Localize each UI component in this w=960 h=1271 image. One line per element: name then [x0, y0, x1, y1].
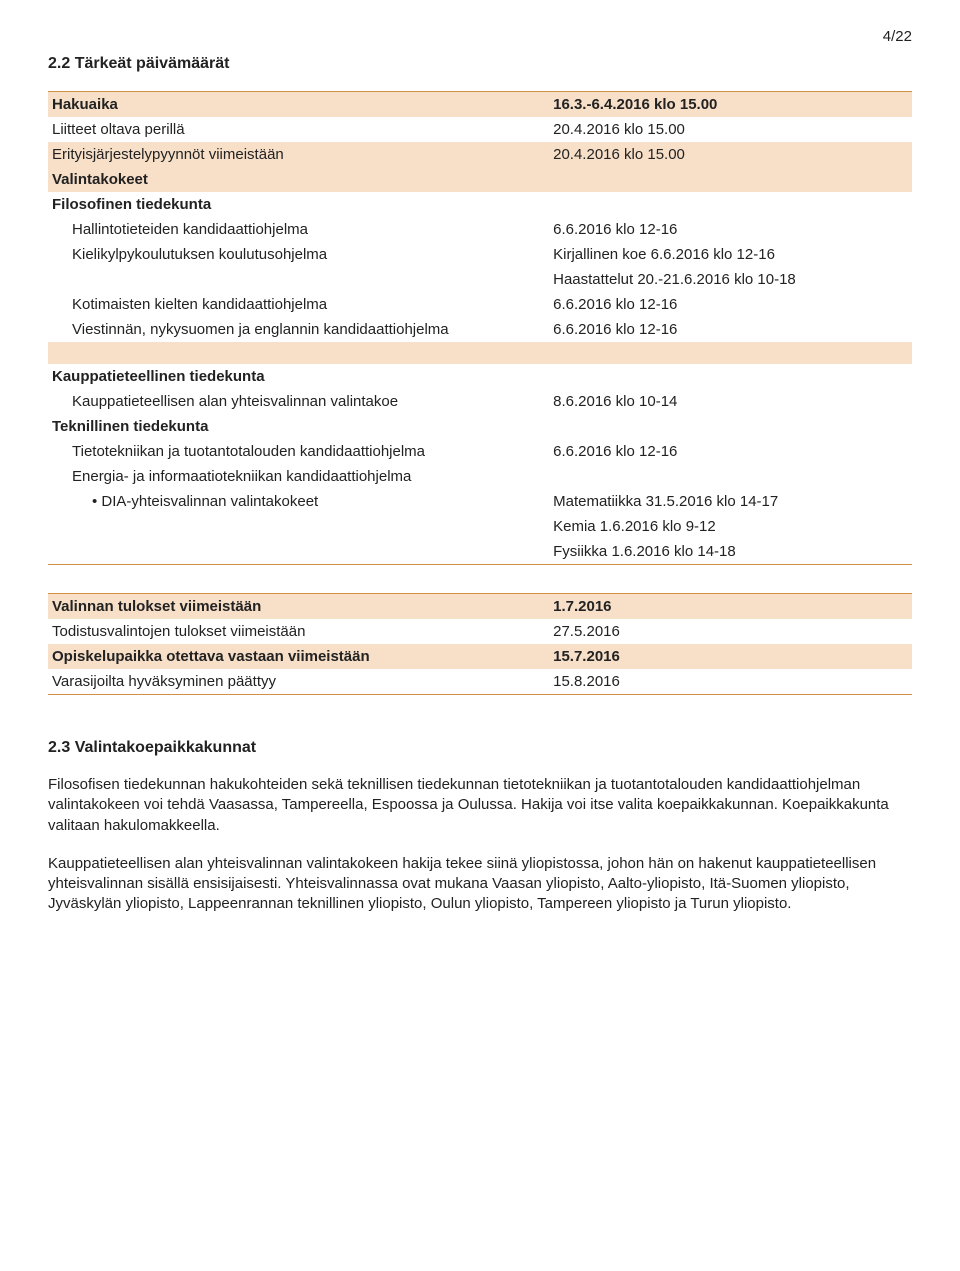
cell-right	[549, 167, 912, 192]
table-row: Liitteet oltava perillä20.4.2016 klo 15.…	[48, 117, 912, 142]
table-row: Todistusvalintojen tulokset viimeistään2…	[48, 619, 912, 644]
table-row: Filosofinen tiedekunta	[48, 192, 912, 217]
cell-right: 20.4.2016 klo 15.00	[549, 117, 912, 142]
cell-left: Viestinnän, nykysuomen ja englannin kand…	[48, 317, 549, 342]
cell-right	[549, 364, 912, 389]
table-row: Opiskelupaikka otettava vastaan viimeist…	[48, 644, 912, 669]
cell-left: Todistusvalintojen tulokset viimeistään	[48, 619, 549, 644]
table-row: Hakuaika16.3.-6.4.2016 klo 15.00	[48, 92, 912, 118]
cell-left: Valinnan tulokset viimeistään	[48, 594, 549, 620]
cell-right: 15.8.2016	[549, 669, 912, 695]
table-row: Varasijoilta hyväksyminen päättyy15.8.20…	[48, 669, 912, 695]
cell-right	[549, 192, 912, 217]
cell-left: Kauppatieteellinen tiedekunta	[48, 364, 549, 389]
table-row: Valinnan tulokset viimeistään1.7.2016	[48, 594, 912, 620]
cell-right	[549, 414, 912, 439]
cell-left: Filosofinen tiedekunta	[48, 192, 549, 217]
cell-right: 8.6.2016 klo 10-14	[549, 389, 912, 414]
table-row: Fysiikka 1.6.2016 klo 14-18	[48, 539, 912, 565]
table-row: Tietotekniikan ja tuotantotalouden kandi…	[48, 439, 912, 464]
cell-left: Opiskelupaikka otettava vastaan viimeist…	[48, 644, 549, 669]
cell-left: Kotimaisten kielten kandidaattiohjelma	[48, 292, 549, 317]
cell-left: Liitteet oltava perillä	[48, 117, 549, 142]
cell-left: Teknillinen tiedekunta	[48, 414, 549, 439]
table-row: Haastattelut 20.-21.6.2016 klo 10-18	[48, 267, 912, 292]
cell-right: Matematiikka 31.5.2016 klo 14-17	[549, 489, 912, 514]
cell-left: Kauppatieteellisen alan yhteisvalinnan v…	[48, 389, 549, 414]
cell-right: 16.3.-6.4.2016 klo 15.00	[549, 92, 912, 118]
cell-left: DIA-yhteisvalinnan valintakokeet	[48, 489, 549, 514]
table-row: Kauppatieteellinen tiedekunta	[48, 364, 912, 389]
table-row: Energia- ja informaatiotekniikan kandida…	[48, 464, 912, 489]
table-row	[48, 342, 912, 364]
cell-left	[48, 514, 549, 539]
cell-right: Haastattelut 20.-21.6.2016 klo 10-18	[549, 267, 912, 292]
cell-left: Energia- ja informaatiotekniikan kandida…	[48, 464, 549, 489]
cell-right	[549, 342, 912, 364]
table-row: Kotimaisten kielten kandidaattiohjelma6.…	[48, 292, 912, 317]
cell-right: Kirjallinen koe 6.6.2016 klo 12-16	[549, 242, 912, 267]
cell-right: 15.7.2016	[549, 644, 912, 669]
dates-table-2: Valinnan tulokset viimeistään1.7.2016Tod…	[48, 593, 912, 695]
cell-left: Hallintotieteiden kandidaattiohjelma	[48, 217, 549, 242]
cell-right: Kemia 1.6.2016 klo 9-12	[549, 514, 912, 539]
table-row: Hallintotieteiden kandidaattiohjelma6.6.…	[48, 217, 912, 242]
cell-left: Hakuaika	[48, 92, 549, 118]
cell-right: 1.7.2016	[549, 594, 912, 620]
table-row: Viestinnän, nykysuomen ja englannin kand…	[48, 317, 912, 342]
cell-left: Valintakokeet	[48, 167, 549, 192]
cell-left	[48, 342, 549, 364]
cell-left: Erityisjärjestelypyynnöt viimeistään	[48, 142, 549, 167]
paragraph-1: Filosofisen tiedekunnan hakukohteiden se…	[48, 775, 912, 836]
cell-right: Fysiikka 1.6.2016 klo 14-18	[549, 539, 912, 565]
table-row: DIA-yhteisvalinnan valintakokeetMatemati…	[48, 489, 912, 514]
page-number: 4/22	[48, 28, 912, 45]
cell-right	[549, 464, 912, 489]
table-row: Kemia 1.6.2016 klo 9-12	[48, 514, 912, 539]
table-row: Kauppatieteellisen alan yhteisvalinnan v…	[48, 389, 912, 414]
table-row: Erityisjärjestelypyynnöt viimeistään20.4…	[48, 142, 912, 167]
cell-right: 6.6.2016 klo 12-16	[549, 439, 912, 464]
cell-left: Tietotekniikan ja tuotantotalouden kandi…	[48, 439, 549, 464]
dates-table-1: Hakuaika16.3.-6.4.2016 klo 15.00Liitteet…	[48, 91, 912, 565]
table-row: Valintakokeet	[48, 167, 912, 192]
cell-left: Kielikylpykoulutuksen koulutusohjelma	[48, 242, 549, 267]
cell-left	[48, 267, 549, 292]
section-2-2-title: 2.2 Tärkeät päivämäärät	[48, 55, 912, 73]
paragraph-2: Kauppatieteellisen alan yhteisvalinnan v…	[48, 854, 912, 915]
section-2-3-title: 2.3 Valintakoepaikkakunnat	[48, 739, 912, 757]
cell-right: 6.6.2016 klo 12-16	[549, 217, 912, 242]
cell-right: 20.4.2016 klo 15.00	[549, 142, 912, 167]
cell-right: 6.6.2016 klo 12-16	[549, 317, 912, 342]
cell-left: Varasijoilta hyväksyminen päättyy	[48, 669, 549, 695]
table-row: Kielikylpykoulutuksen koulutusohjelmaKir…	[48, 242, 912, 267]
table-row: Teknillinen tiedekunta	[48, 414, 912, 439]
cell-right: 27.5.2016	[549, 619, 912, 644]
cell-left	[48, 539, 549, 565]
cell-right: 6.6.2016 klo 12-16	[549, 292, 912, 317]
